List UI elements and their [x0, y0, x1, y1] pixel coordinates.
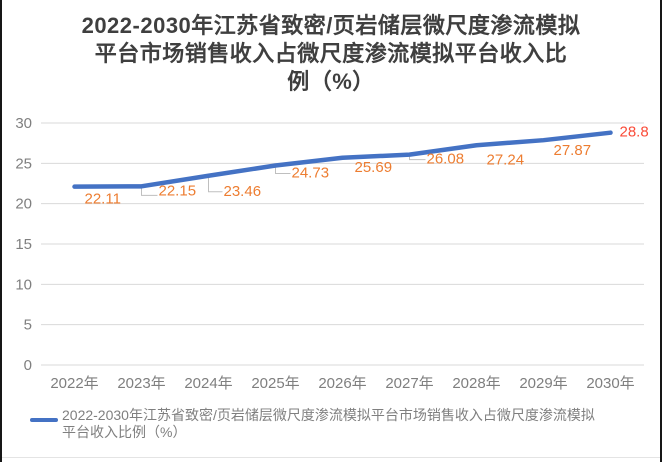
data-label: 22.11	[85, 191, 121, 208]
legend-label: 2022-2030年江苏省致密/页岩储层微尺度渗流模拟平台市场销售收入占微尺度渗…	[62, 407, 595, 441]
data-label: 22.15	[159, 182, 197, 199]
chart-title-line: 平台市场销售收入占微尺度渗流模拟平台收入比	[94, 41, 568, 66]
legend-label-line: 2022-2030年江苏省致密/页岩储层微尺度渗流模拟平台市场销售收入占微尺度渗…	[62, 407, 595, 423]
x-axis-label: 2026年	[318, 375, 366, 392]
chart-title-line: 例（%）	[287, 69, 375, 94]
x-axis-label: 2025年	[251, 375, 299, 392]
y-tick-label: 20	[15, 196, 32, 213]
label-connector	[141, 188, 158, 196]
data-label: 27.87	[554, 142, 592, 159]
label-connector	[275, 167, 291, 175]
x-axis-label: 2028年	[452, 375, 500, 392]
data-label: 24.73	[292, 165, 330, 182]
series-line	[72, 130, 613, 189]
data-label: 25.69	[355, 159, 393, 176]
x-axis-label: 2023年	[117, 375, 165, 392]
x-axis-label: 2024年	[184, 375, 232, 392]
y-tick-label: 15	[15, 236, 32, 253]
y-tick-label: 30	[15, 115, 32, 132]
label-connector	[409, 156, 426, 161]
chart-title: 2022-2030年江苏省致密/页岩储层微尺度渗流模拟 平台市场销售收入占微尺度…	[2, 12, 660, 96]
chart-title-line: 2022-2030年江苏省致密/页岩储层微尺度渗流模拟	[81, 13, 581, 38]
legend-label-line: 平台收入比例（%）	[62, 424, 187, 440]
x-axis-label: 2030年	[586, 375, 634, 392]
legend-line-swatch	[30, 418, 58, 422]
data-label: 28.8	[620, 124, 649, 141]
y-tick-label: 0	[24, 357, 32, 374]
y-tick-label: 25	[15, 155, 32, 172]
data-label: 23.46	[224, 183, 262, 200]
label-connector	[208, 177, 223, 193]
y-tick-label: 5	[24, 317, 32, 334]
data-label: 27.24	[487, 151, 525, 168]
legend: 2022-2030年江苏省致密/页岩储层微尺度渗流模拟平台市场销售收入占微尺度渗…	[30, 407, 656, 441]
x-axis-label: 2027年	[385, 375, 433, 392]
x-axis-label: 2022年	[50, 375, 98, 392]
x-axis-label: 2029年	[519, 375, 567, 392]
bottom-border-line	[2, 457, 660, 458]
y-tick-label: 10	[15, 276, 32, 293]
data-label: 26.08	[427, 151, 465, 168]
